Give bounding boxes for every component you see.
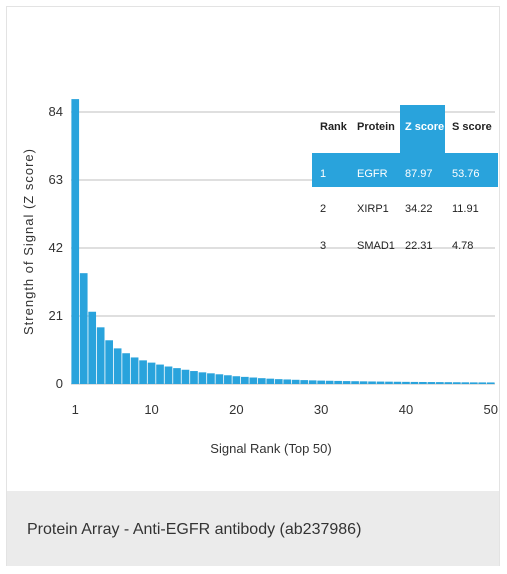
- bar: [334, 380, 342, 384]
- table-cell: 2: [320, 203, 326, 215]
- table-header-highlight: [400, 105, 445, 153]
- bar: [461, 382, 470, 384]
- bar: [486, 382, 495, 384]
- figure-caption: Protein Array - Anti-EGFR antibody (ab23…: [27, 521, 362, 538]
- bar: [257, 378, 266, 384]
- bar: [359, 381, 368, 384]
- bar: [79, 273, 88, 384]
- y-tick-label: 42: [49, 240, 63, 255]
- bar: [419, 381, 427, 384]
- table-cell: 1: [320, 168, 326, 180]
- table-cell: XIRP1: [357, 203, 389, 215]
- bar: [113, 348, 122, 384]
- bar: [139, 360, 147, 384]
- bar: [453, 382, 461, 384]
- bar: [232, 376, 241, 384]
- bar: [410, 381, 419, 384]
- bar: [198, 372, 207, 384]
- table-row-highlight: [312, 153, 498, 187]
- bar: [402, 381, 410, 384]
- bar: [317, 380, 325, 384]
- bar: [122, 353, 130, 384]
- bar: [71, 99, 80, 384]
- bar: [376, 381, 385, 384]
- x-tick-label: 20: [229, 402, 243, 417]
- x-tick-label: 1: [72, 402, 79, 417]
- y-tick-label: 21: [49, 308, 63, 323]
- table-cell: 11.91: [452, 203, 479, 215]
- bar: [181, 369, 190, 384]
- bar: [249, 377, 258, 384]
- bar: [291, 379, 300, 384]
- table-cell: 87.97: [405, 168, 433, 180]
- bar: [342, 381, 351, 384]
- y-axis-title: Strength of Signal (Z score): [21, 148, 36, 335]
- bar: [266, 378, 275, 384]
- bar: [478, 382, 487, 384]
- table-header: Z score: [405, 121, 444, 133]
- x-tick-label: 40: [399, 402, 413, 417]
- table-cell: SMAD1: [357, 240, 395, 252]
- y-tick-label: 84: [49, 104, 63, 119]
- bar: [105, 340, 113, 384]
- table-cell: 34.22: [405, 203, 433, 215]
- table-cell: 53.76: [452, 168, 480, 180]
- bar: [427, 382, 436, 384]
- bar: [207, 373, 215, 384]
- bar: [308, 380, 317, 384]
- bar: [300, 380, 309, 384]
- bar: [274, 379, 283, 384]
- figure-card: 0 21 42 63 84 1 10 20 30 40 50 Signal Rank (Top 50)…: [6, 6, 500, 566]
- y-tick-label: 63: [49, 172, 63, 187]
- table-cell: 4.78: [452, 240, 473, 252]
- bar: [385, 381, 393, 384]
- y-tick-label: 0: [56, 376, 63, 391]
- bar: [156, 364, 164, 384]
- bar: [190, 371, 198, 384]
- table-cell: EGFR: [357, 168, 388, 180]
- bar: [130, 357, 139, 384]
- bar: [469, 382, 478, 384]
- table-header: Rank: [320, 121, 348, 133]
- x-tick-label: 10: [144, 402, 158, 417]
- bar: [351, 381, 359, 384]
- bar: [368, 381, 376, 384]
- bar: [173, 368, 181, 384]
- bar: [241, 376, 249, 384]
- x-tick-label: 30: [314, 402, 328, 417]
- bar: [283, 379, 292, 384]
- bar: [393, 381, 402, 384]
- bar: [325, 380, 334, 384]
- table-cell: 3: [320, 240, 326, 252]
- bar: [436, 382, 444, 384]
- bar: [96, 327, 105, 384]
- caption-bar: Protein Array - Anti-EGFR antibody (ab23…: [7, 491, 499, 566]
- table-header: S score: [452, 121, 492, 133]
- bar: [88, 311, 97, 384]
- x-axis-title: Signal Rank (Top 50): [210, 441, 331, 456]
- bar: [164, 366, 173, 384]
- bar: [444, 382, 453, 384]
- table-header: Protein: [357, 121, 395, 133]
- bar: [147, 362, 156, 384]
- table-cell: 22.31: [405, 240, 433, 252]
- bar: [224, 375, 232, 384]
- bar: [215, 374, 224, 384]
- x-tick-label: 50: [484, 402, 498, 417]
